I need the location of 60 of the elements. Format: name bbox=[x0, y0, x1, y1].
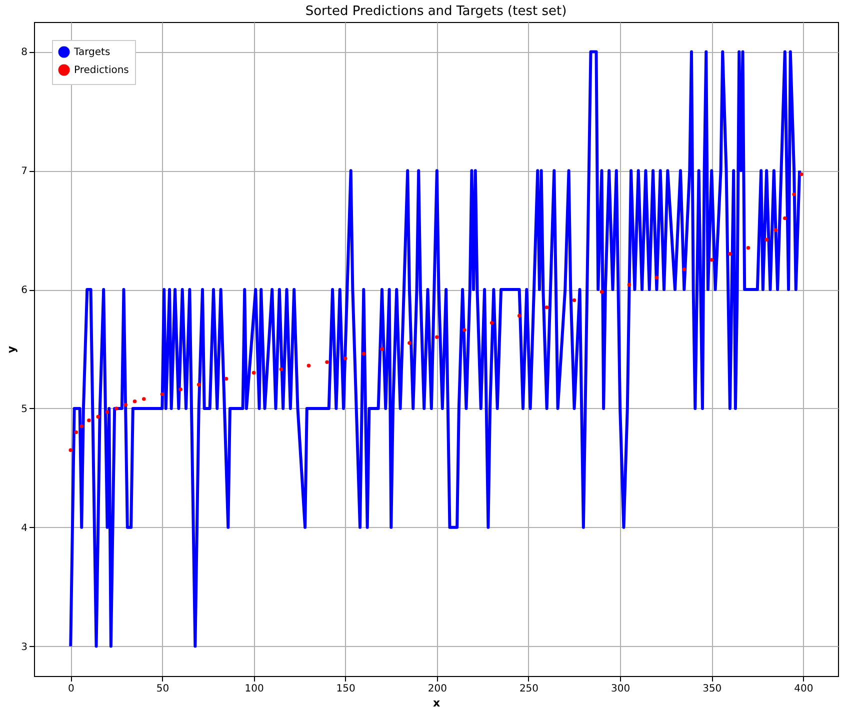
y-tick-label: 7 bbox=[21, 166, 28, 178]
point bbox=[746, 246, 750, 250]
point bbox=[142, 397, 146, 401]
point bbox=[792, 192, 796, 196]
point bbox=[124, 403, 128, 407]
x-axis-title: x bbox=[432, 696, 440, 710]
x-tick-label: 0 bbox=[68, 684, 74, 694]
x-tick-label: 50 bbox=[156, 684, 170, 694]
point bbox=[96, 414, 100, 419]
point bbox=[600, 290, 604, 294]
point bbox=[362, 352, 366, 356]
point bbox=[343, 356, 348, 360]
legend-label: Targets bbox=[73, 47, 110, 58]
y-tick-label: 6 bbox=[21, 285, 28, 296]
point bbox=[783, 216, 787, 220]
point bbox=[544, 306, 549, 310]
x-tick-label: 400 bbox=[794, 684, 814, 694]
point bbox=[490, 320, 494, 325]
x-tick-label: 300 bbox=[611, 684, 630, 694]
point bbox=[252, 370, 256, 375]
point bbox=[132, 399, 137, 404]
point bbox=[517, 314, 522, 318]
x-tick-label: 100 bbox=[244, 684, 264, 694]
point bbox=[196, 382, 201, 387]
point bbox=[224, 376, 228, 381]
point bbox=[178, 388, 182, 392]
point bbox=[774, 228, 778, 232]
x-tick-label: 250 bbox=[519, 684, 539, 694]
point bbox=[710, 258, 714, 262]
point bbox=[80, 424, 84, 428]
point bbox=[462, 328, 466, 332]
x-tick-label: 200 bbox=[428, 684, 447, 694]
point bbox=[654, 276, 659, 280]
legend-label: Predictions bbox=[74, 65, 129, 76]
y-tick-label: 8 bbox=[21, 47, 28, 58]
y-tick-label: 3 bbox=[21, 642, 28, 653]
point bbox=[279, 367, 284, 372]
point bbox=[764, 238, 768, 242]
point bbox=[74, 430, 78, 434]
y-axis-title: y bbox=[5, 346, 18, 354]
point bbox=[114, 406, 118, 410]
x-tick-label: 350 bbox=[702, 684, 722, 694]
point bbox=[160, 392, 164, 396]
point bbox=[572, 298, 576, 302]
point bbox=[68, 448, 72, 452]
point bbox=[105, 410, 110, 414]
point bbox=[800, 172, 804, 176]
point bbox=[627, 282, 632, 287]
point bbox=[306, 364, 311, 368]
y-tick-label: 5 bbox=[21, 404, 28, 415]
point bbox=[682, 267, 686, 272]
point bbox=[728, 252, 732, 256]
x-tick-label: 150 bbox=[336, 684, 356, 694]
y-tick-label: 4 bbox=[21, 522, 28, 534]
point bbox=[325, 360, 329, 364]
point bbox=[380, 347, 384, 351]
point bbox=[435, 335, 439, 339]
point bbox=[87, 418, 91, 422]
point bbox=[408, 341, 412, 345]
chart-title: Sorted Predictions and Targets (test set) bbox=[305, 4, 567, 19]
